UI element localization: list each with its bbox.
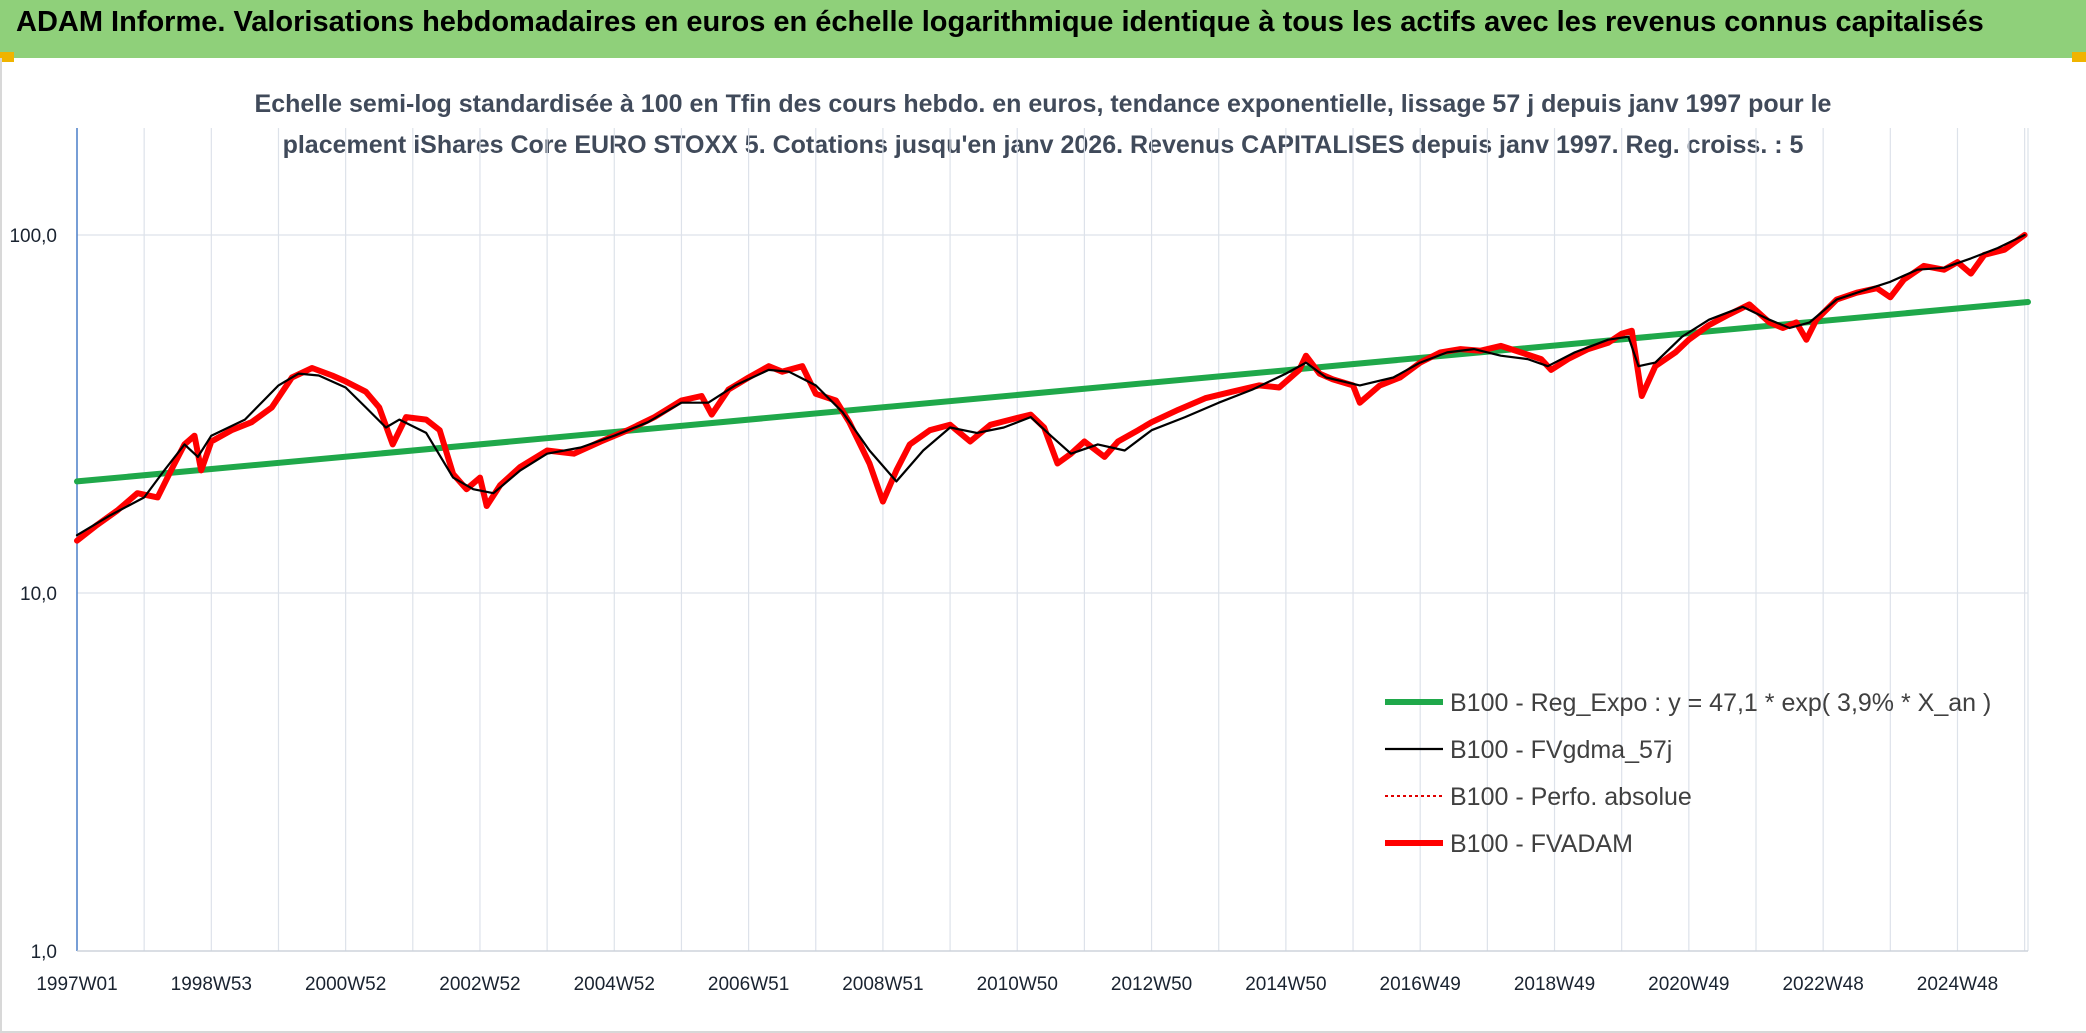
chart-subtitle-line-2: placement iShares Core EURO STOXX 5. Cot… (283, 131, 1804, 159)
corner-marker-right (2072, 52, 2086, 62)
series-line-1 (75, 233, 2026, 537)
legend-label: B100 - Reg_Expo : y = 47,1 * exp( 3,9% *… (1450, 689, 1991, 717)
legend: B100 - Reg_Expo : y = 47,1 * exp( 3,9% *… (1385, 689, 1991, 858)
x-tick-label: 2008W51 (842, 974, 923, 995)
y-tick-label: 10,0 (20, 584, 57, 605)
legend-label: B100 - Perfo. absolue (1450, 783, 1692, 811)
x-tick-label: 2024W48 (1917, 974, 1998, 995)
legend-label: B100 - FVgdma_57j (1450, 736, 1672, 764)
header-banner: ADAM Informe. Valorisations hebdomadaire… (0, 0, 2086, 58)
x-tick-label: 2016W49 (1380, 974, 1461, 995)
x-tick-label: 2018W49 (1514, 974, 1595, 995)
x-tick-label: 2010W50 (977, 974, 1058, 995)
series (74, 232, 2031, 544)
x-tick-label: 2004W52 (574, 974, 655, 995)
x-tick-label: 1997W01 (36, 974, 117, 995)
x-tick-label: 2012W50 (1111, 974, 1192, 995)
y-tick-label: 1,0 (31, 942, 57, 963)
legend-label: B100 - FVADAM (1450, 830, 1633, 858)
x-tick-label: 2014W50 (1245, 974, 1326, 995)
y-tick-label: 100,0 (9, 226, 57, 247)
x-tick-label: 1998W53 (171, 974, 252, 995)
x-tick-label: 2022W48 (1782, 974, 1863, 995)
x-tick-label: 2006W51 (708, 974, 789, 995)
chart-frame (0, 58, 2086, 1033)
page-title: ADAM Informe. Valorisations hebdomadaire… (16, 6, 1984, 38)
x-tick-label: 2002W52 (439, 974, 520, 995)
series-line-3 (74, 232, 2028, 544)
x-tick-label: 2000W52 (305, 974, 386, 995)
corner-marker-left (0, 52, 14, 62)
grid (77, 128, 2029, 952)
x-tick-label: 2020W49 (1648, 974, 1729, 995)
chart-subtitle-line-1: Echelle semi-log standardisée à 100 en T… (255, 90, 1832, 118)
axes: 100,0 10,0 1,0 1997W01 1998W53 2000W52 2002W52… (9, 128, 2028, 995)
